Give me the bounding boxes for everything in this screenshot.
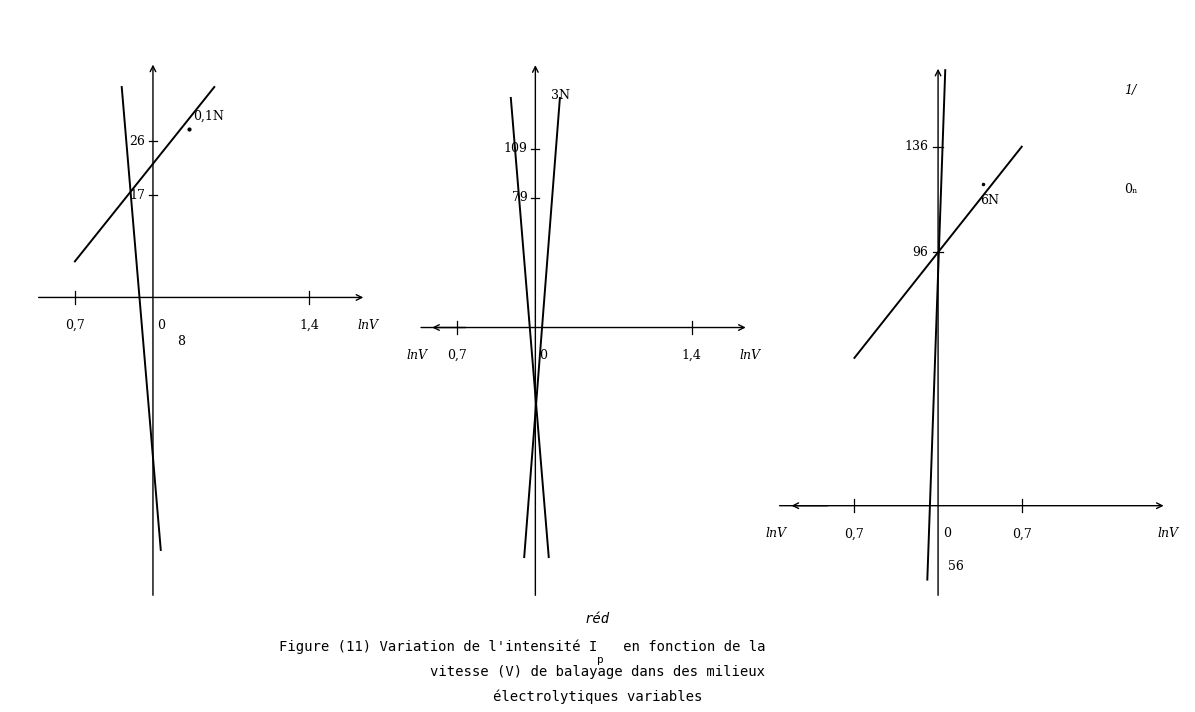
Text: p: p bbox=[598, 655, 605, 665]
Text: lnV: lnV bbox=[406, 349, 427, 362]
Text: 0: 0 bbox=[943, 528, 951, 540]
Text: lnV: lnV bbox=[357, 319, 379, 332]
Text: en fonction de la: en fonction de la bbox=[598, 641, 765, 654]
Text: 0: 0 bbox=[157, 319, 165, 332]
Text: 0ₙ: 0ₙ bbox=[1124, 182, 1138, 196]
Text: 0,7: 0,7 bbox=[447, 349, 467, 362]
Text: 0,1N: 0,1N bbox=[194, 110, 223, 123]
Text: 136: 136 bbox=[905, 140, 929, 153]
Text: 109: 109 bbox=[503, 142, 527, 155]
Text: vitesse (V) de balayage dans des milieux: vitesse (V) de balayage dans des milieux bbox=[430, 666, 765, 679]
Text: 56: 56 bbox=[948, 560, 963, 573]
Text: 1/: 1/ bbox=[1124, 84, 1136, 97]
Text: 0: 0 bbox=[539, 349, 547, 362]
Text: lnV: lnV bbox=[1157, 528, 1178, 540]
Text: 6N: 6N bbox=[980, 194, 999, 207]
Text: 1,4: 1,4 bbox=[299, 319, 319, 332]
Text: électrolytiques variables: électrolytiques variables bbox=[492, 690, 703, 704]
Text: 0,7: 0,7 bbox=[1012, 528, 1031, 540]
Text: Figure (11) Variation de l'intensité I: Figure (11) Variation de l'intensité I bbox=[280, 640, 598, 654]
Text: 3N: 3N bbox=[551, 90, 570, 103]
Text: 0,7: 0,7 bbox=[845, 528, 864, 540]
Text: 8: 8 bbox=[177, 335, 185, 348]
Text: 96: 96 bbox=[913, 246, 929, 258]
Text: 26: 26 bbox=[129, 135, 145, 147]
Text: réd: réd bbox=[584, 612, 611, 626]
Text: 79: 79 bbox=[511, 192, 527, 204]
Text: 1,4: 1,4 bbox=[681, 349, 701, 362]
Text: lnV: lnV bbox=[765, 528, 786, 540]
Text: 17: 17 bbox=[129, 189, 145, 201]
Text: lnV: lnV bbox=[740, 349, 761, 362]
Text: 0,7: 0,7 bbox=[65, 319, 85, 332]
